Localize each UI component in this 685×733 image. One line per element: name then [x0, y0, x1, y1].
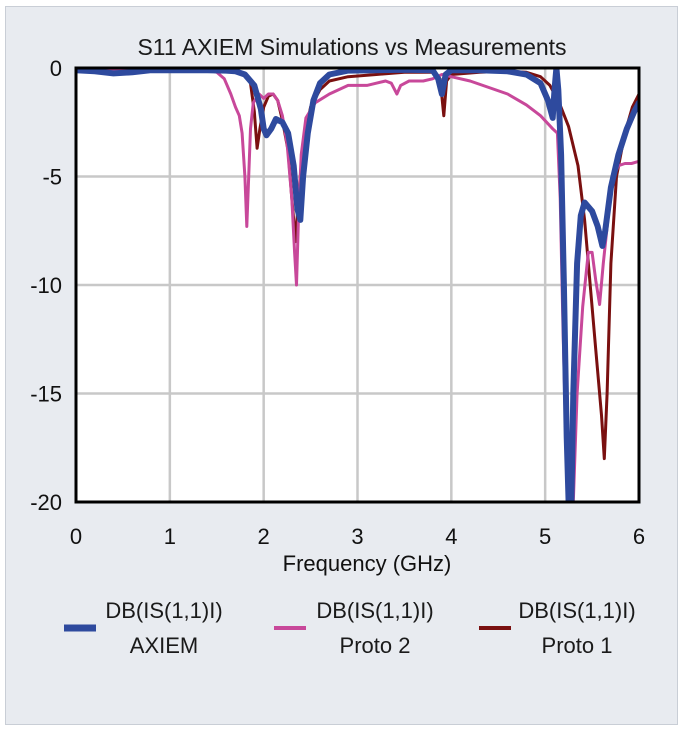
- legend-label-line2: Proto 1: [542, 633, 613, 658]
- legend-label-line2: AXIEM: [130, 633, 198, 658]
- legend-label-line1: DB(IS(1,1)I): [316, 598, 433, 623]
- y-tick-label: -20: [30, 490, 62, 515]
- x-tick-labels: 0 1 2 3 4 5 6: [70, 524, 645, 549]
- plot-border: [74, 66, 641, 504]
- grid: [76, 68, 639, 502]
- legend-label-line1: DB(IS(1,1)I): [518, 598, 635, 623]
- x-tick-label: 5: [539, 524, 551, 549]
- x-axis-label: Frequency (GHz): [283, 551, 452, 576]
- x-tick-label: 6: [633, 524, 645, 549]
- series-line-proto-1: [76, 68, 639, 461]
- x-tick-label: 2: [258, 524, 270, 549]
- y-tick-label: -15: [30, 382, 62, 407]
- x-tick-label: 3: [351, 524, 363, 549]
- series-line-proto-2: [76, 68, 639, 502]
- legend: DB(IS(1,1)I) AXIEM DB(IS(1,1)I) Proto 2 DB(I…: [64, 598, 636, 658]
- legend-label-line2: Proto 2: [340, 633, 411, 658]
- y-tick-label: -5: [42, 165, 62, 190]
- y-tick-label: 0: [50, 56, 62, 81]
- y-tick-label: -10: [30, 273, 62, 298]
- series-lines: [76, 68, 639, 502]
- x-tick-label: 4: [445, 524, 457, 549]
- x-tick-label: 1: [164, 524, 176, 549]
- legend-label-line1: DB(IS(1,1)I): [105, 598, 222, 623]
- series-line-axiem: [76, 68, 639, 502]
- y-tick-labels: 0 -5 -10 -15 -20: [30, 56, 62, 515]
- chart-title: S11 AXIEM Simulations vs Measurements: [137, 34, 566, 60]
- x-tick-label: 0: [70, 524, 82, 549]
